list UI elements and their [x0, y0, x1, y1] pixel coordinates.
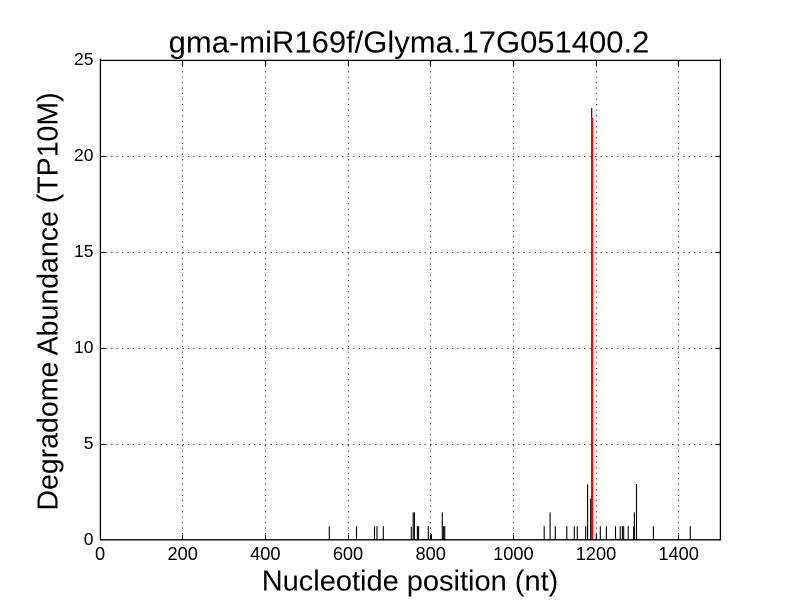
svg-text:0: 0 — [84, 529, 94, 549]
svg-text:200: 200 — [167, 544, 197, 564]
svg-text:20: 20 — [74, 145, 94, 165]
svg-text:25: 25 — [74, 49, 93, 69]
svg-text:0: 0 — [95, 544, 105, 564]
svg-text:1000: 1000 — [493, 544, 533, 564]
svg-text:800: 800 — [415, 544, 445, 564]
svg-text:gma-miR169f/Glyma.17G051400.2: gma-miR169f/Glyma.17G051400.2 — [169, 25, 650, 60]
svg-text:5: 5 — [84, 433, 94, 453]
svg-text:10: 10 — [74, 337, 94, 357]
svg-text:Nucleotide position (nt): Nucleotide position (nt) — [262, 566, 559, 598]
svg-text:Degradome Abundance (TP10M): Degradome Abundance (TP10M) — [33, 92, 65, 510]
svg-text:1400: 1400 — [658, 544, 698, 564]
svg-text:15: 15 — [74, 241, 93, 261]
svg-text:400: 400 — [250, 544, 280, 564]
svg-text:1200: 1200 — [576, 544, 616, 564]
svg-text:600: 600 — [333, 544, 363, 564]
